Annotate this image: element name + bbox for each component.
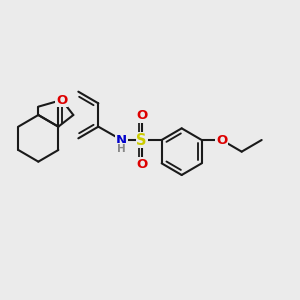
Text: O: O bbox=[216, 134, 227, 146]
Text: O: O bbox=[136, 158, 147, 171]
Text: O: O bbox=[56, 94, 67, 106]
Text: H: H bbox=[117, 144, 126, 154]
Text: S: S bbox=[136, 133, 147, 148]
Text: N: N bbox=[116, 134, 127, 146]
Text: O: O bbox=[136, 109, 147, 122]
